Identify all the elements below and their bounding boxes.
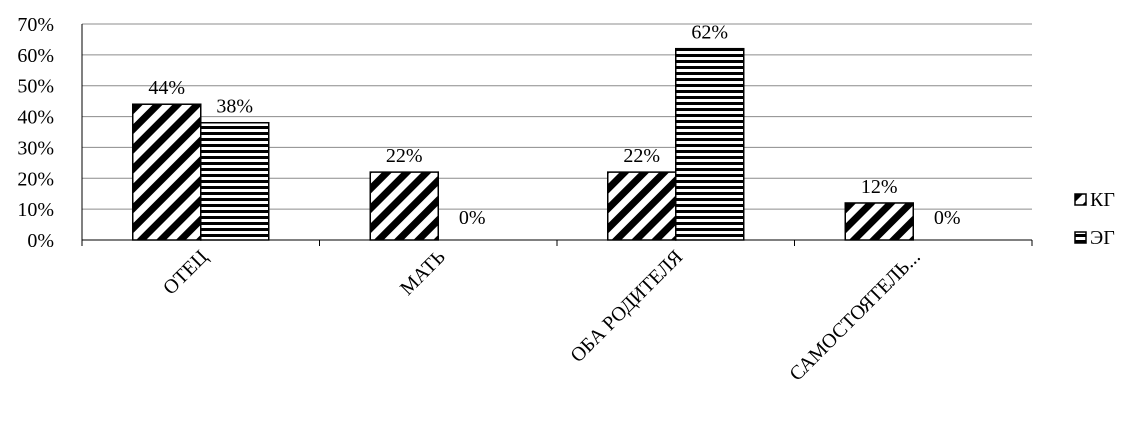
data-label: 22% (386, 145, 423, 167)
y-tick-label: 20% (17, 168, 54, 190)
data-label: 62% (691, 22, 728, 44)
x-tick-label: САМОСТОЯТЕЛЬ... (785, 246, 924, 385)
legend-swatch (1074, 193, 1087, 206)
bar-kg (844, 202, 914, 241)
y-tick-label: 30% (17, 137, 54, 159)
x-tick-label: ОТЕЦ (159, 246, 212, 299)
y-tick-label: 60% (17, 45, 54, 67)
data-label: 0% (934, 207, 961, 229)
data-label: 44% (148, 77, 185, 99)
legend: КГ ЭГ (1074, 189, 1115, 249)
y-tick-label: 0% (27, 230, 54, 252)
x-tick-label: ОБА РОДИТЕЛЯ (566, 246, 687, 367)
data-label: 38% (216, 96, 253, 118)
bar-kg (369, 171, 439, 241)
axes (81, 24, 1033, 246)
bar-eg (200, 121, 270, 241)
y-tick-label: 40% (17, 107, 54, 129)
y-tick-label: 50% (17, 76, 54, 98)
x-axis-tick-labels: ОТЕЦ МАТЬ ОБА РОДИТЕЛЯ САМОСТОЯТЕЛЬ... (159, 246, 925, 385)
data-label: 22% (623, 145, 660, 167)
bar-kg (607, 171, 677, 241)
legend-label: ЭГ (1090, 227, 1115, 249)
y-tick-label: 70% (17, 14, 54, 36)
x-tick-label: МАТЬ (396, 246, 450, 300)
legend-swatch (1074, 231, 1087, 244)
y-axis-tick-labels: 0% 10% 20% 30% 40% 50% 60% 70% (17, 14, 54, 252)
data-label: 0% (459, 207, 486, 229)
legend-label: КГ (1090, 189, 1115, 211)
data-labels: 44% 38% 22% 0% 22% 62% 12% 0% (148, 22, 960, 229)
data-label: 12% (861, 176, 898, 198)
y-tick-label: 10% (17, 199, 54, 221)
bar-eg (675, 47, 745, 241)
bar-kg (132, 103, 202, 241)
bars (132, 47, 914, 241)
